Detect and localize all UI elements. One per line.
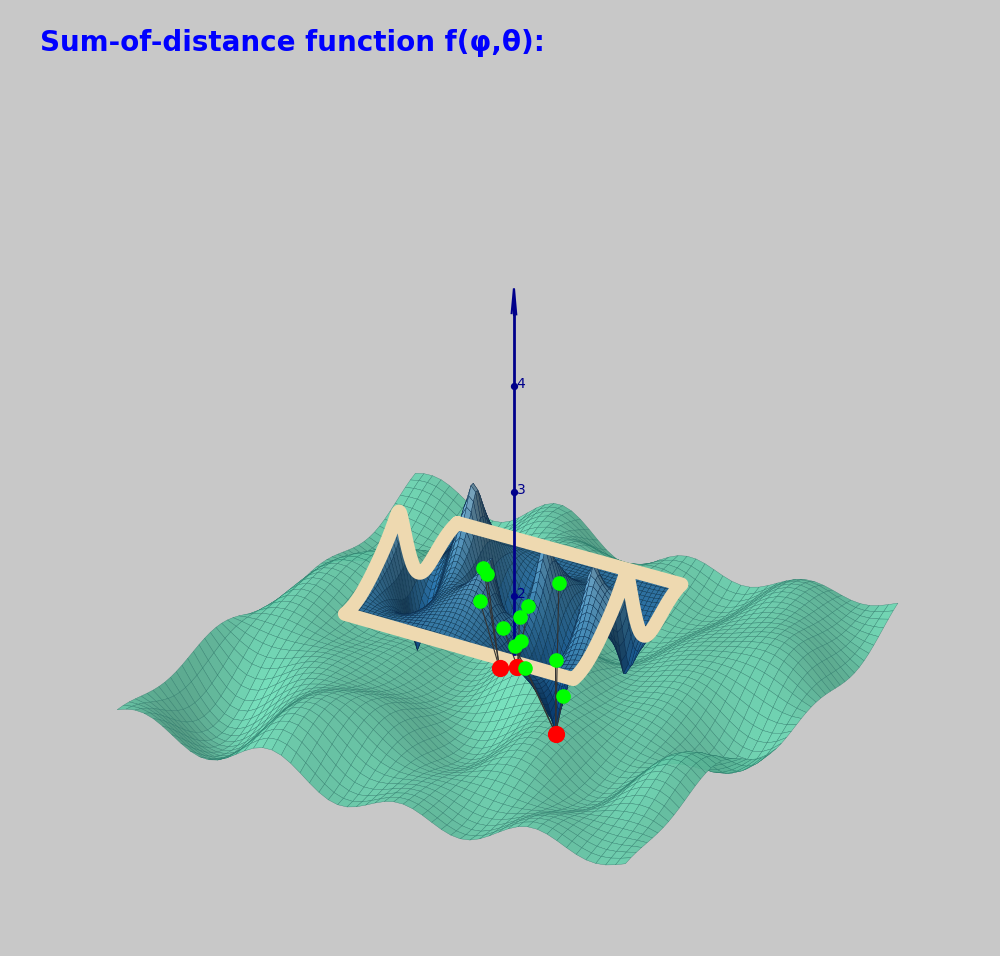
Text: Sum-of-distance function f(φ,θ):: Sum-of-distance function f(φ,θ): bbox=[40, 29, 545, 56]
